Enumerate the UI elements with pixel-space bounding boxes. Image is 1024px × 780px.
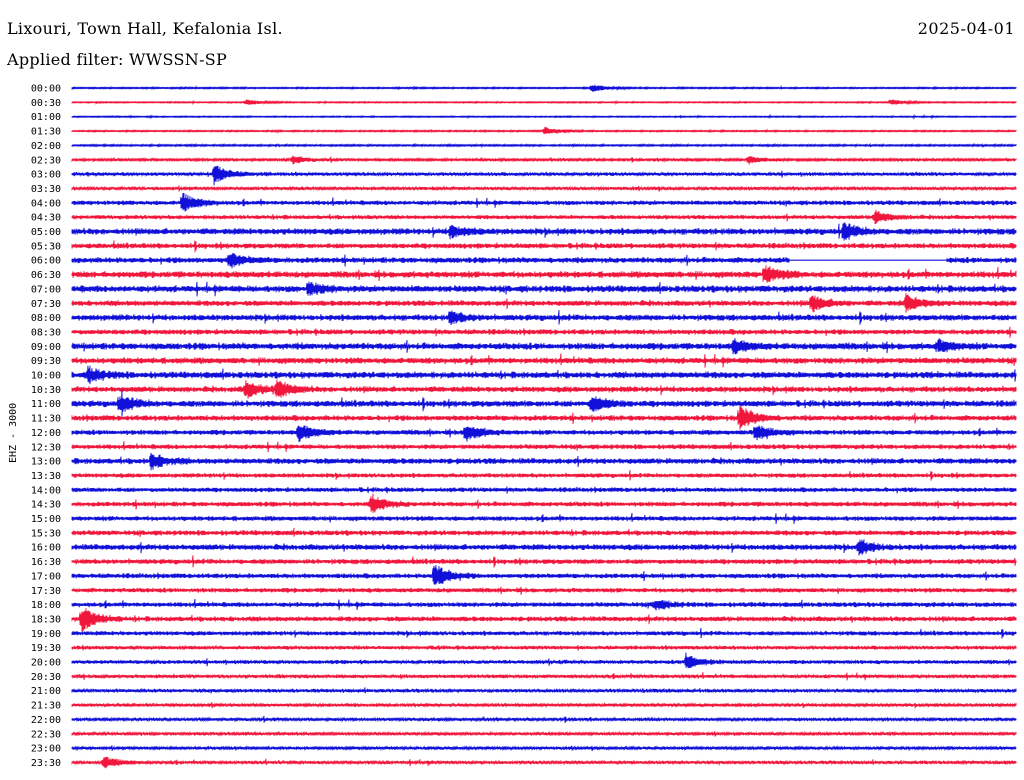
tick-label-00:30: 00:30 — [31, 98, 61, 109]
tick-label-19:00: 19:00 — [31, 629, 61, 640]
tick-label-05:00: 05:00 — [31, 227, 61, 238]
record-date: 2025-04-01 — [917, 19, 1015, 38]
tick-label-21:30: 21:30 — [31, 701, 61, 712]
tick-label-01:00: 01:00 — [31, 112, 61, 123]
tick-label-13:30: 13:30 — [31, 471, 61, 482]
tick-label-21:00: 21:00 — [31, 686, 61, 697]
tick-label-03:00: 03:00 — [31, 170, 61, 181]
trace-03:00 — [71, 165, 1017, 186]
trace-17:00 — [71, 565, 1017, 585]
tick-label-08:00: 08:00 — [31, 313, 61, 324]
tick-label-18:00: 18:00 — [31, 600, 61, 611]
tick-label-13:00: 13:00 — [31, 457, 61, 468]
tick-label-14:00: 14:00 — [31, 485, 61, 496]
tick-label-20:00: 20:00 — [31, 658, 61, 669]
tick-label-16:30: 16:30 — [31, 557, 61, 568]
tick-label-20:30: 20:30 — [31, 672, 61, 683]
tick-label-23:30: 23:30 — [31, 758, 61, 769]
tick-label-23:00: 23:00 — [31, 744, 61, 755]
tick-label-10:00: 10:00 — [31, 371, 61, 382]
tick-label-22:30: 22:30 — [31, 729, 61, 740]
trace-12:00 — [71, 425, 1017, 443]
tick-label-19:30: 19:30 — [31, 643, 61, 654]
tick-label-11:30: 11:30 — [31, 414, 61, 425]
tick-label-11:00: 11:00 — [31, 399, 61, 410]
tick-label-12:30: 12:30 — [31, 442, 61, 453]
tick-label-06:30: 06:30 — [31, 270, 61, 281]
filter-label: Applied filter: WWSSN-SP — [7, 50, 228, 69]
tick-label-04:30: 04:30 — [31, 213, 61, 224]
tick-label-06:00: 06:00 — [31, 256, 61, 267]
tick-label-17:30: 17:30 — [31, 586, 61, 597]
trace-18:30 — [71, 608, 1017, 632]
tick-label-10:30: 10:30 — [31, 385, 61, 396]
tick-label-03:30: 03:30 — [31, 184, 61, 195]
trace-20:00 — [71, 652, 1017, 669]
trace-04:00 — [71, 192, 1017, 212]
tick-label-05:30: 05:30 — [31, 241, 61, 252]
tick-label-02:30: 02:30 — [31, 155, 61, 166]
tick-label-09:30: 09:30 — [31, 356, 61, 367]
tick-label-07:30: 07:30 — [31, 299, 61, 310]
tick-label-18:30: 18:30 — [31, 614, 61, 625]
tick-label-07:00: 07:00 — [31, 284, 61, 295]
tick-label-01:30: 01:30 — [31, 127, 61, 138]
tick-label-02:00: 02:00 — [31, 141, 61, 152]
tick-label-09:00: 09:00 — [31, 342, 61, 353]
tick-label-15:00: 15:00 — [31, 514, 61, 525]
tick-label-15:30: 15:30 — [31, 528, 61, 539]
tick-label-12:00: 12:00 — [31, 428, 61, 439]
tick-label-17:00: 17:00 — [31, 571, 61, 582]
tick-label-16:00: 16:00 — [31, 543, 61, 554]
trace-14:30 — [71, 493, 1017, 514]
tick-label-08:30: 08:30 — [31, 327, 61, 338]
tick-label-04:00: 04:00 — [31, 198, 61, 209]
station-title: Lixouri, Town Hall, Kefalonia Isl. — [7, 19, 283, 38]
tick-label-22:00: 22:00 — [31, 715, 61, 726]
tick-label-00:00: 00:00 — [31, 84, 61, 95]
tick-label-14:30: 14:30 — [31, 500, 61, 511]
